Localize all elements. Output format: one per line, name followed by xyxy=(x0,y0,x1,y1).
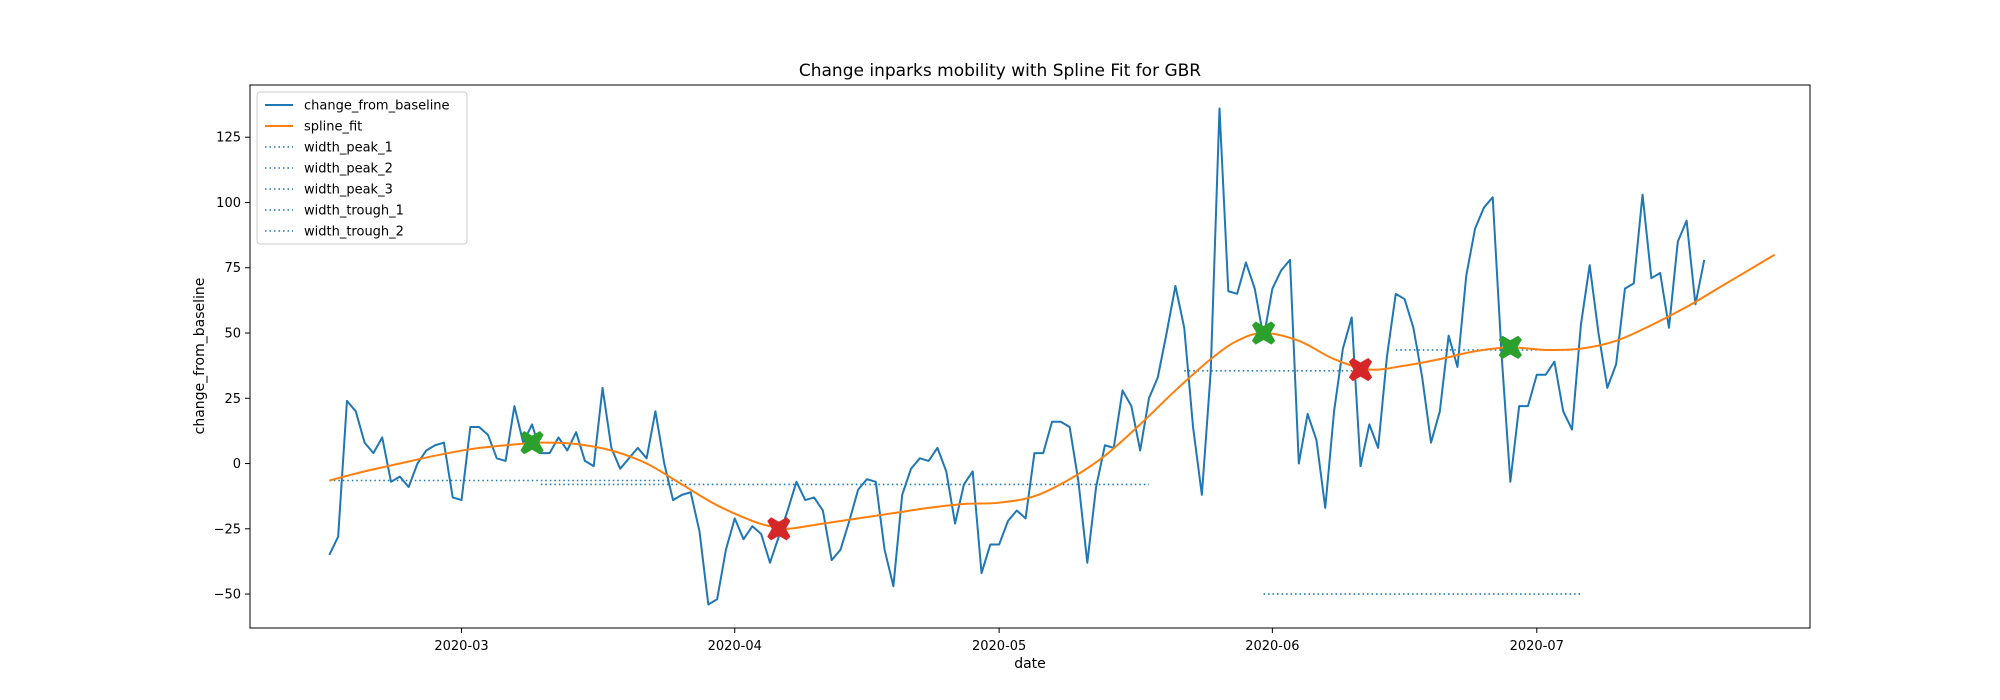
peak-marker-2 xyxy=(1252,321,1276,345)
legend: change_from_baseline spline_fit width_peak… xyxy=(256,91,468,245)
y-tick-label-6: 75 xyxy=(224,261,241,276)
plot-area xyxy=(328,107,1776,606)
x-tick-label-3: 2020-05 xyxy=(972,639,1026,654)
trough-marker-5 xyxy=(1349,358,1373,382)
y-tick-label-2: −25 xyxy=(214,522,241,537)
legend-label-width-trough-1: width_trough_1 xyxy=(304,204,404,219)
legend-label-width-peak-1: width_peak_1 xyxy=(304,141,393,156)
x-tick-label-5: 2020-07 xyxy=(1510,639,1564,654)
x-tick-label-1: 2020-03 xyxy=(434,639,488,654)
legend-label-width-peak-3: width_peak_3 xyxy=(304,183,393,198)
y-axis: −50 −25 0 25 50 75 100 125 xyxy=(214,131,250,603)
y-tick-label-5: 50 xyxy=(224,327,241,342)
series-line-change-from-baseline xyxy=(328,107,1706,606)
x-tick-label-2: 2020-04 xyxy=(708,639,762,654)
y-axis-label: change_from_baseline xyxy=(192,278,208,435)
legend-label-change-from-baseline: change_from_baseline xyxy=(304,99,450,114)
peak-marker-3 xyxy=(1498,335,1522,359)
legend-label-spline-fit: spline_fit xyxy=(304,120,362,135)
y-tick-label-7: 100 xyxy=(216,196,241,211)
x-tick-label-4: 2020-06 xyxy=(1245,639,1299,654)
peak-marker-1 xyxy=(520,431,544,455)
y-tick-label-4: 25 xyxy=(224,392,241,407)
x-axis-label: date xyxy=(1014,656,1046,672)
legend-label-width-trough-2: width_trough_2 xyxy=(304,225,404,240)
y-tick-label-1: −50 xyxy=(214,588,241,603)
x-axis: 2020-03 2020-04 2020-05 2020-06 2020-07 xyxy=(434,628,1564,654)
plot-frame xyxy=(249,84,1811,629)
chart-title: Change inparks mobility with Spline Fit … xyxy=(799,61,1201,81)
legend-label-width-peak-2: width_peak_2 xyxy=(304,162,393,177)
trough-marker-4 xyxy=(767,517,791,541)
legend-box xyxy=(256,91,468,245)
y-tick-label-8: 125 xyxy=(216,131,241,146)
series-line-spline-fit xyxy=(329,253,1776,530)
y-tick-label-3: 0 xyxy=(233,457,241,472)
